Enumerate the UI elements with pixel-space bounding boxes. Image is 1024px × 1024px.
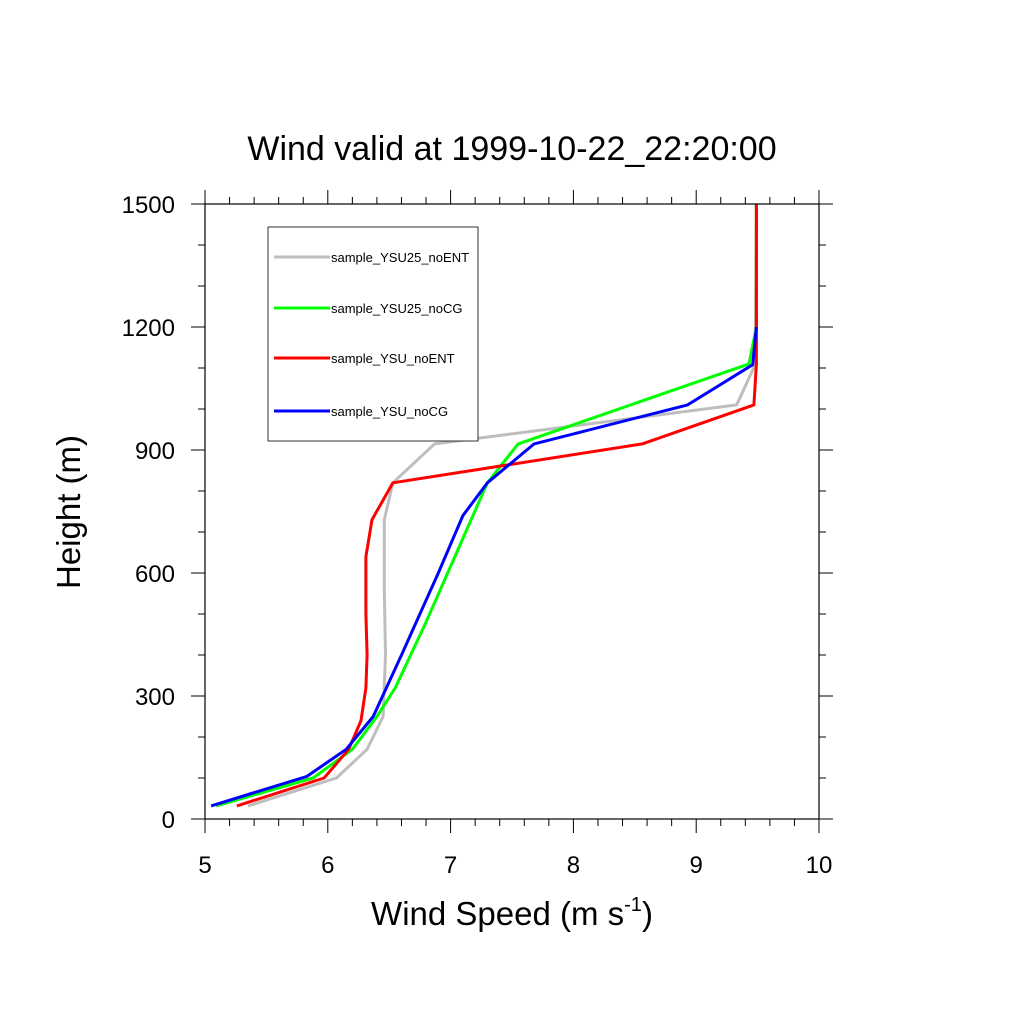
series-lines	[210, 203, 758, 808]
x-axis-label: Wind Speed (m s-1)	[371, 894, 653, 932]
legend-label-3: sample_YSU_noENT	[331, 351, 455, 366]
chart-title: Wind valid at 1999-10-22_22:20:00	[247, 130, 776, 168]
x-axis-label-end: )	[642, 895, 653, 932]
legend-label-2: sample_YSU25_noCG	[331, 301, 463, 316]
x-tick-label: 8	[567, 852, 580, 879]
x-axis-label-main: Wind Speed (m s	[371, 895, 624, 932]
x-tick-labels: 5 6 7 8 9 10	[198, 852, 832, 879]
x-tick-label: 6	[321, 852, 334, 879]
y-tick-label: 600	[135, 561, 175, 588]
legend: sample_YSU25_noENT sample_YSU25_noCGsampl…	[267, 226, 479, 442]
y-tick-label: 900	[135, 438, 175, 465]
y-tick-label: 1500	[122, 192, 175, 219]
y-axis-label: Height (m)	[50, 435, 87, 589]
y-tick-label: 1200	[122, 315, 175, 342]
series-line-1	[247, 203, 758, 808]
y-tick-labels: 0 300 600 900 1200 1500	[122, 192, 175, 834]
x-axis-label-sup: -1	[624, 894, 642, 916]
legend-label-4: sample_YSU_noCG	[331, 404, 448, 419]
y-tick-label: 300	[135, 684, 175, 711]
x-tick-label: 10	[806, 852, 833, 879]
legend-box	[267, 226, 479, 442]
x-tick-label: 5	[198, 852, 211, 879]
x-tick-label: 9	[690, 852, 703, 879]
axis-ticks	[191, 190, 833, 833]
series-line-4	[210, 326, 758, 808]
y-tick-label: 0	[162, 807, 175, 834]
plot-frame	[204, 203, 820, 820]
x-tick-label: 7	[444, 852, 457, 879]
legend-label-1: sample_YSU25_noENT	[331, 250, 469, 265]
